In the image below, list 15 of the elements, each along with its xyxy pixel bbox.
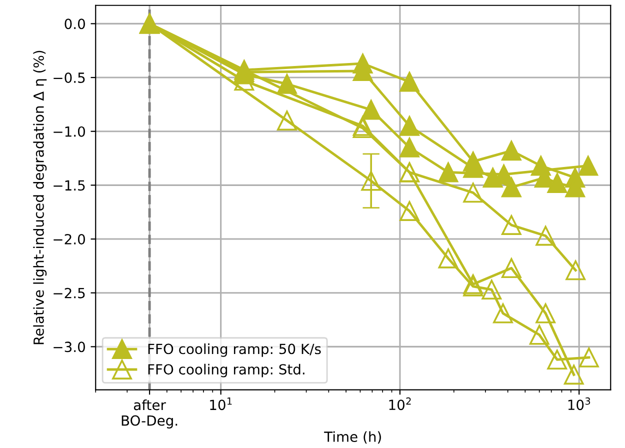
x-axis-title: Time (h)	[324, 431, 381, 444]
y-tick-label: −2.0	[54, 234, 85, 244]
y-tick-label: −0.5	[54, 72, 85, 83]
x-tick-label: 10$^{2}$	[389, 397, 411, 410]
y-tick-label: −2.5	[54, 288, 85, 298]
legend-label: FFO cooling ramp: Std.	[148, 364, 304, 378]
x-tick-label: after BO-Deg.	[122, 399, 178, 428]
x-tick-label: 10$^{3}$	[568, 397, 590, 410]
y-tick-label: −1.5	[54, 180, 85, 191]
x-tick-label: 10$^{1}$	[210, 398, 232, 410]
y-tick-label: −3.0	[54, 342, 85, 352]
y-axis-title: Relative light-induced degradation Δ η (%)	[33, 50, 47, 344]
legend-label: FFO cooling ramp: 50 K/s	[148, 343, 321, 357]
y-tick-label: 0.0	[64, 18, 85, 30]
y-tick-label: −1.0	[54, 126, 85, 137]
